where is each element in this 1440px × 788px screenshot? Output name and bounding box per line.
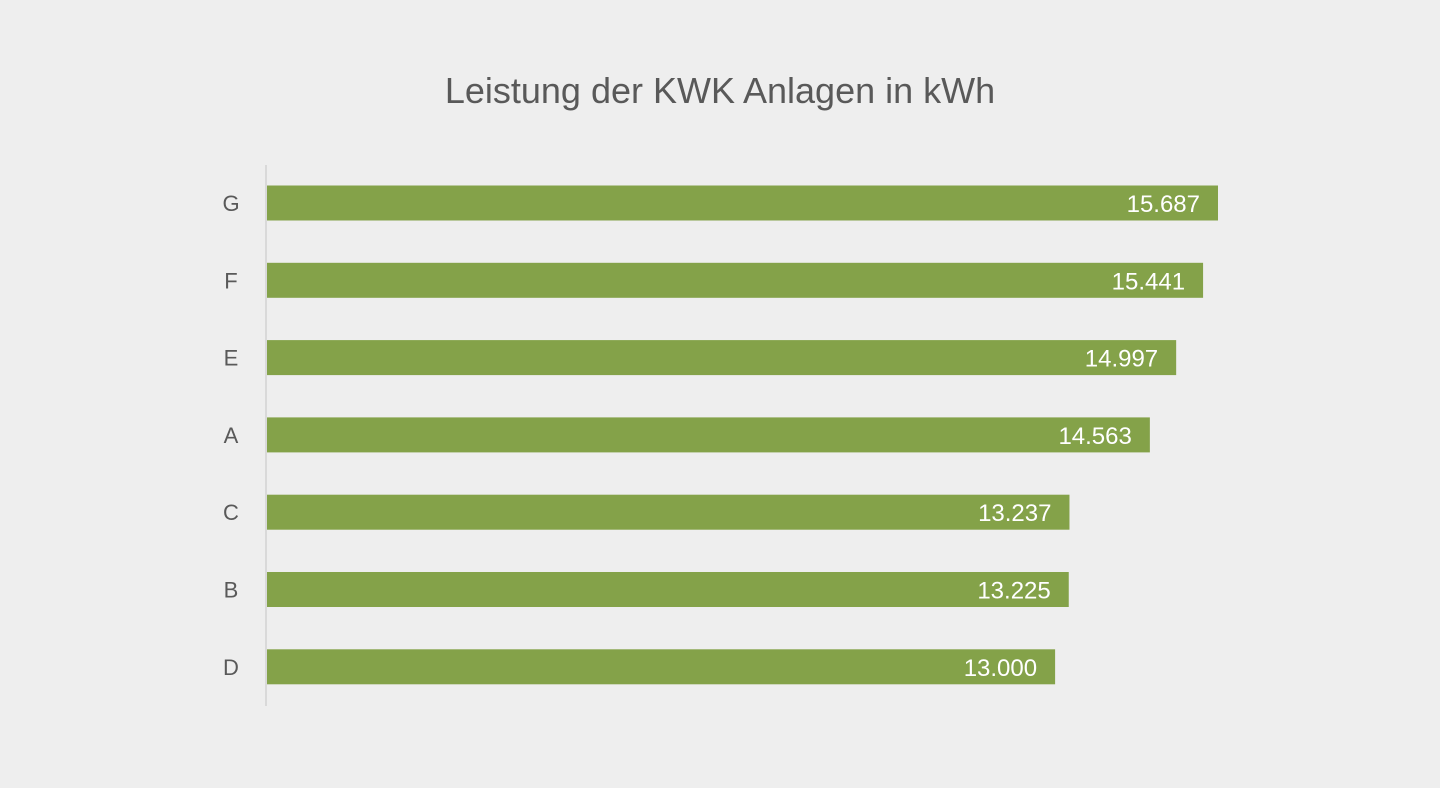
chart-title: Leistung der KWK Anlagen in kWh — [444, 70, 996, 111]
bar-f — [267, 262, 1204, 298]
category-label-a: A — [224, 423, 239, 448]
bar-c — [267, 494, 1070, 530]
bar-d — [267, 649, 1056, 685]
value-label-c: 13.237 — [978, 500, 1051, 527]
category-label-b: B — [224, 578, 239, 603]
value-label-a: 14.563 — [1058, 423, 1131, 450]
value-label-f: 15.441 — [1112, 268, 1185, 295]
category-label-c: C — [223, 500, 239, 525]
value-label-e: 14.997 — [1085, 346, 1158, 373]
value-label-g: 15.687 — [1127, 191, 1200, 218]
category-label-g: G — [222, 191, 239, 216]
value-label-b: 13.225 — [977, 578, 1050, 605]
bar-b — [267, 572, 1069, 607]
bar-a — [267, 417, 1150, 453]
value-label-d: 13.000 — [964, 655, 1037, 682]
category-label-f: F — [224, 268, 237, 293]
category-label-d: D — [223, 655, 239, 680]
bar-e — [267, 340, 1177, 376]
category-label-e: E — [224, 346, 239, 371]
bar-g — [267, 185, 1218, 221]
